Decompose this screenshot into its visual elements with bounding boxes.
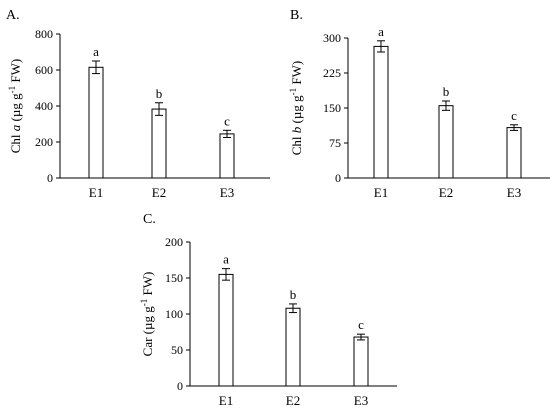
significance-label-c-E3: c <box>358 317 364 332</box>
y-tick-label-a-2: 400 <box>35 99 53 113</box>
significance-label-a-E2: b <box>156 86 163 101</box>
significance-label-b-E2: b <box>443 84 450 99</box>
y-tick-label-a-0: 0 <box>47 171 53 185</box>
y-tick-label-a-3: 600 <box>35 63 53 77</box>
y-tick-label-c-3: 150 <box>165 271 183 285</box>
category-label-c-E2: E2 <box>286 393 300 408</box>
category-label-c-E1: E1 <box>219 393 233 408</box>
significance-label-a-E1: a <box>93 44 99 59</box>
y-tick-label-c-2: 100 <box>165 307 183 321</box>
category-label-a-E2: E2 <box>152 185 166 200</box>
panel-c: C. Car (µg g-1 FW) 0 50 100 150 200 a E1 b E2 c E3 <box>139 212 397 408</box>
category-label-a-E1: E1 <box>89 185 103 200</box>
y-tick-label-b-4: 300 <box>323 31 341 45</box>
y-tick-label-c-4: 200 <box>165 235 183 249</box>
y-axis-label-a: Chl a (µg g-1 FW) <box>7 59 23 153</box>
panel-label-c: C. <box>143 212 156 227</box>
category-label-c-E3: E3 <box>354 393 368 408</box>
category-label-b-E1: E1 <box>374 185 388 200</box>
bar-a-E3 <box>219 133 235 179</box>
category-label-a-E3: E3 <box>220 185 234 200</box>
bar-a-E1 <box>88 66 104 179</box>
bar-c-E2 <box>285 307 301 387</box>
panel-label-a: A. <box>6 8 20 23</box>
bar-c-E3 <box>353 336 369 387</box>
significance-label-c-E2: b <box>290 287 297 302</box>
y-axis-label-c: Car (µg g-1 FW) <box>139 272 155 357</box>
category-label-b-E2: E2 <box>439 185 453 200</box>
y-tick-label-c-1: 50 <box>171 343 183 357</box>
significance-label-b-E3: c <box>511 108 517 123</box>
y-tick-label-b-0: 0 <box>335 171 341 185</box>
y-tick-label-a-4: 800 <box>35 27 53 41</box>
y-tick-label-b-2: 150 <box>323 101 341 115</box>
y-tick-label-b-3: 225 <box>323 66 341 80</box>
panel-b: B. Chl b (µg g-1 FW) 0 75 150 225 300 a E1 b E2 c… <box>288 8 550 200</box>
y-tick-label-b-1: 75 <box>329 136 341 150</box>
category-label-b-E3: E3 <box>507 185 521 200</box>
bar-b-E1 <box>373 45 389 179</box>
panel-a: A. Chl a (µg g-1 FW) 0 200 400 600 800 a E1 b E2… <box>6 8 270 200</box>
significance-label-c-E1: a <box>223 252 229 267</box>
y-axis-label-b: Chl b (µg g-1 FW) <box>288 61 304 155</box>
panel-label-b: B. <box>290 8 303 23</box>
y-tick-label-c-0: 0 <box>177 379 183 393</box>
bar-b-E3 <box>506 127 522 179</box>
bar-a-E2 <box>151 108 167 179</box>
y-tick-label-a-1: 200 <box>35 135 53 149</box>
bar-b-E2 <box>438 105 454 179</box>
significance-label-b-E1: a <box>378 24 384 39</box>
bar-c-E1 <box>218 273 234 387</box>
significance-label-a-E3: c <box>224 113 230 128</box>
